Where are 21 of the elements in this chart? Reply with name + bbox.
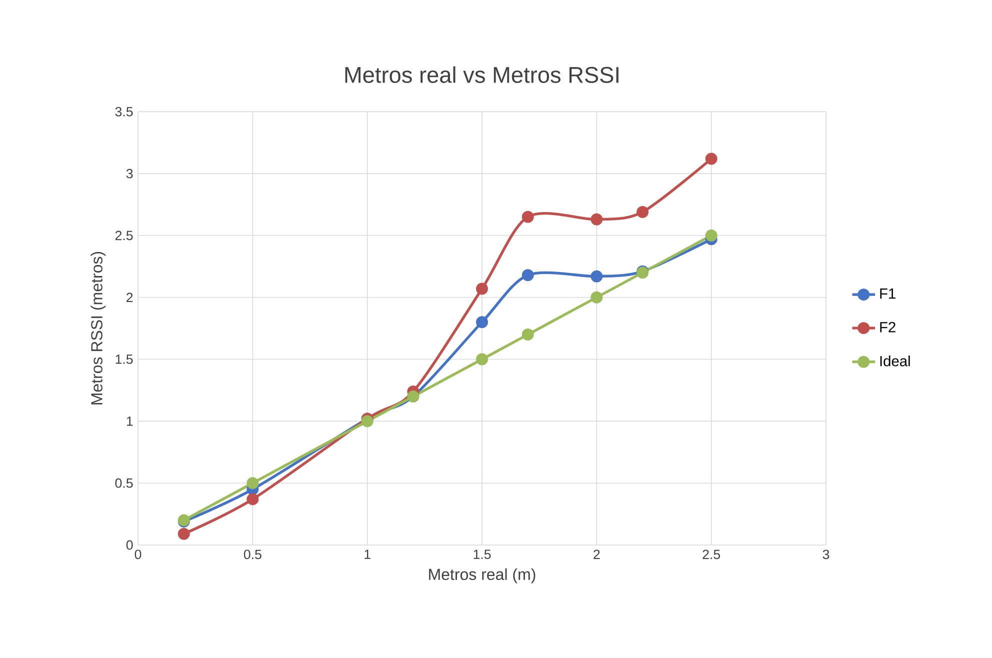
- y-tick-label: 2.5: [115, 230, 133, 240]
- y-tick-label: 1.5: [116, 354, 133, 364]
- x-tick-label: 2.5: [702, 550, 720, 560]
- x-tick-label: 2: [594, 550, 600, 560]
- y-tick-label: 3: [126, 168, 133, 178]
- y-axis-title: Metros RSSI (metros): [90, 252, 106, 404]
- y-tick-label: 3.5: [115, 106, 133, 116]
- x-tick-label: 1.5: [474, 550, 491, 560]
- x-tick-label: 1: [364, 550, 370, 559]
- y-tick-label: 1: [126, 416, 133, 426]
- x-tick-label: 0.5: [244, 550, 262, 560]
- x-axis-title: Metros real (m): [429, 568, 536, 584]
- y-tick-label: 0.5: [115, 478, 133, 488]
- x-tick-label: 0: [134, 550, 142, 560]
- y-tick-label: 0: [126, 540, 133, 550]
- x-tick-label: 3: [822, 550, 830, 560]
- chart-title: Metros real vs Metros RSSI: [345, 66, 618, 83]
- legend-label: Ideal: [880, 356, 910, 366]
- legend-label: F1: [880, 288, 896, 299]
- y-tick-label: 2: [126, 292, 133, 302]
- legend-label: F2: [880, 322, 896, 332]
